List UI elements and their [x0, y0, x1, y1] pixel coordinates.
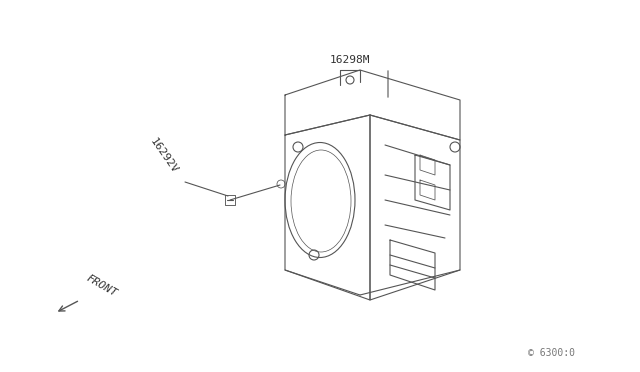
Text: FRONT: FRONT: [85, 273, 119, 299]
Text: 16292V: 16292V: [148, 136, 179, 175]
Text: 16298M: 16298M: [330, 55, 371, 65]
Text: © 6300:0: © 6300:0: [528, 348, 575, 358]
